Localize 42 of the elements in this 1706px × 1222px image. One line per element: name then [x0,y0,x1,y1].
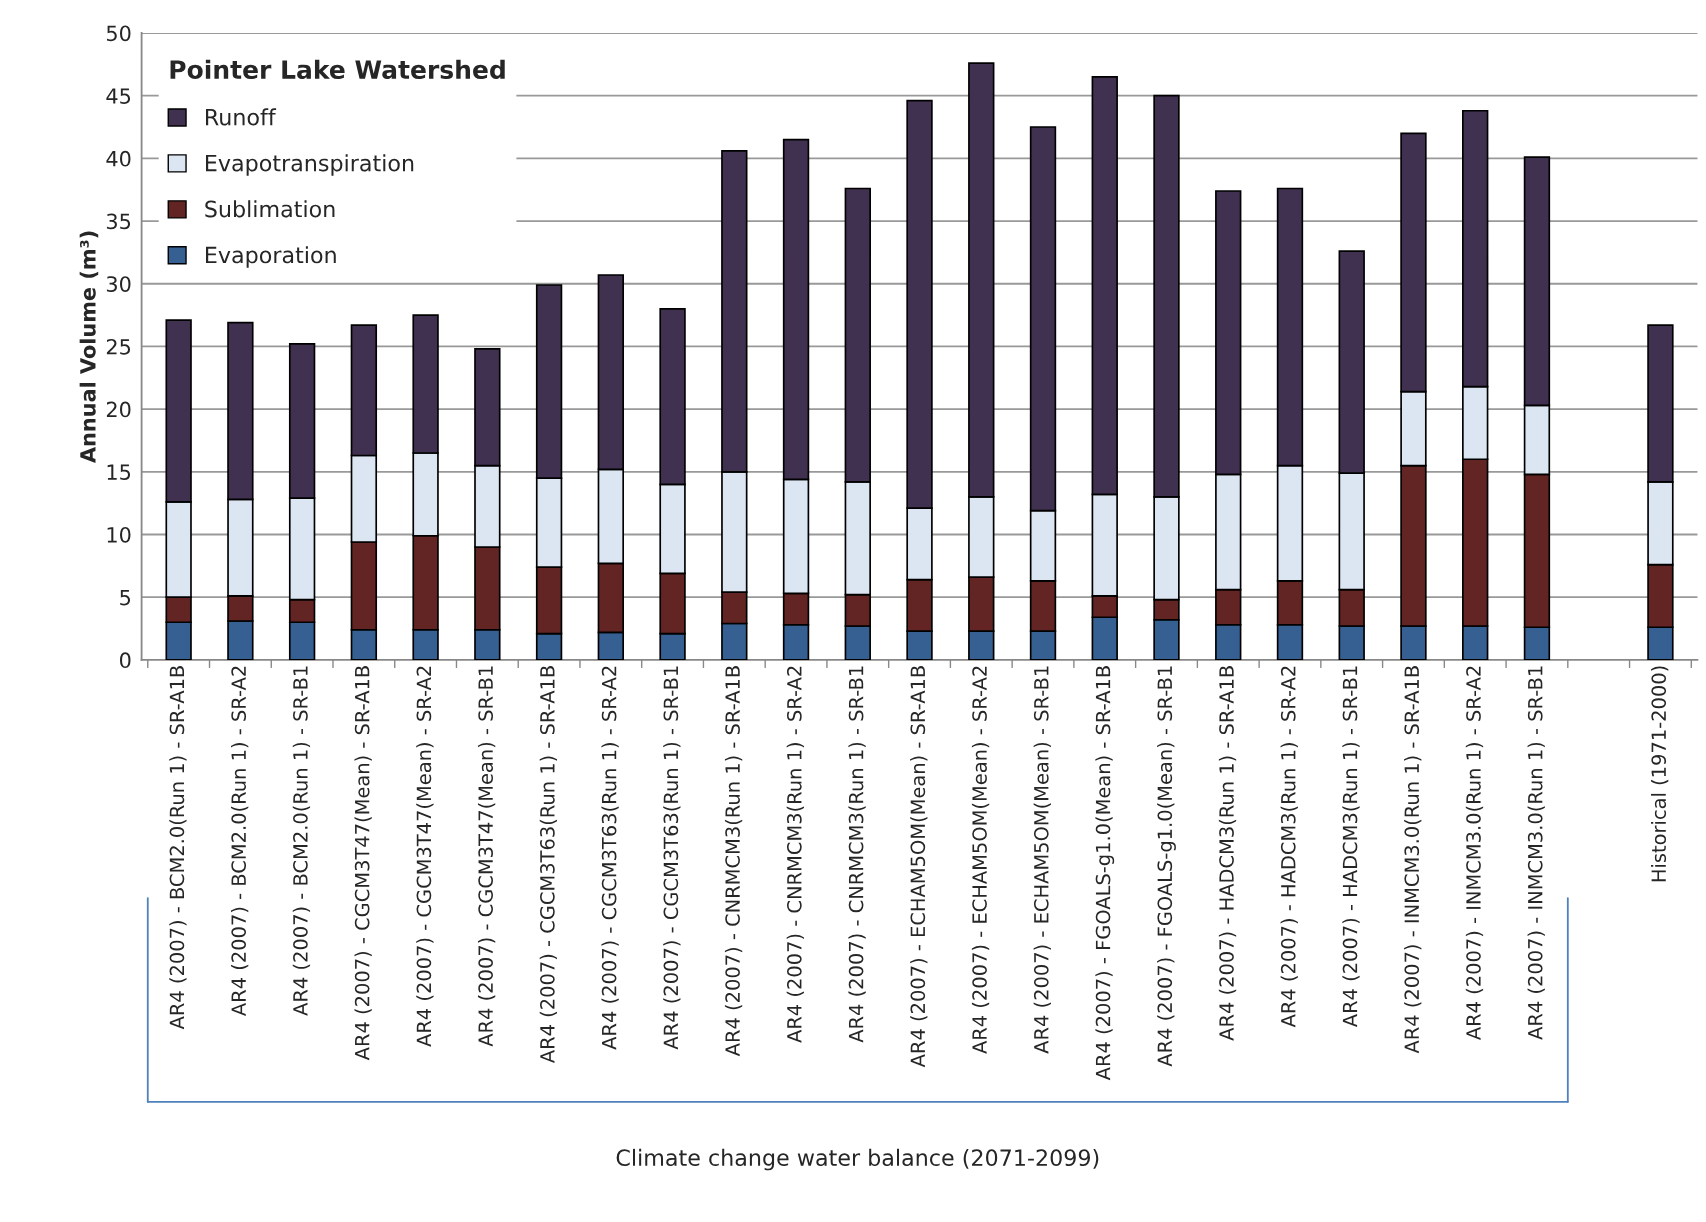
x-tick-label: AR4 (2007) - CGCM3T47(Mean) - SR-A2 [416,666,434,1047]
y-tick-label: 45 [106,88,131,104]
legend-title: Pointer Lake Watershed [170,59,505,80]
legend-label: Sublimation [205,200,335,218]
x-tick-label: AR4 (2007) - BCM2.0(Run 1) - SR-A2 [231,666,249,1016]
y-tick-label: 25 [106,338,131,355]
legend-label: Runoff [206,108,277,126]
text: Climate change water balance (2071-2099) [616,1148,1099,1171]
x-tick-label: AR4 (2007) - CGCM3T47(Mean) - SR-A1B [354,666,372,1061]
x-tick-label: AR4 (2007) - ECHAM5OM(Mean) - SR-A2 [971,666,990,1054]
x-tick-label: AR4 (2007) - CGCM3T63(Run 1) - SR-A1B [539,666,558,1064]
x-tick-label: AR4 (2007) - INMCM3.0(Run 1) - SR-B1 [1527,666,1545,1040]
legend-label: Evaporation [206,246,336,268]
x-tick-label: AR4 (2007) - CGCM3T47(Mean) - SR-B1 [477,666,496,1047]
x-tick-label: AR4 (2007) - CGCM3T63(Run 1) - SR-B1 [663,666,681,1050]
x-tick-label: AR4 (2007) - ECHAM5OM(Mean) - SR-B1 [1033,666,1051,1054]
x-tick-label: AR4 (2007) - BCM2.0(Run 1) - SR-B1 [292,666,311,1016]
x-tick-label: Historical (1971-2000) [1651,666,1669,882]
y-tick-label: 50 [106,25,131,42]
x-tick-label: AR4 (2007) - CNRMCM3(Run 1) - SR-A1B [724,666,743,1057]
x-tick-label: AR4 (2007) - CNRMCM3(Run 1) - SR-B1 [848,666,866,1043]
x-tick-label: AR4 (2007) - HADCM3(Run 1) - SR-A2 [1280,666,1298,1028]
y-axis-title: Annual Volume (m³) [79,231,99,463]
x-tick-label: AR4 (2007) - FGOALS-g1.0(Mean) - SR-A1B [1095,666,1115,1081]
x-tick-label: AR4 (2007) - HADCM3(Run 1) - SR-B1 [1342,666,1360,1028]
x-tick-label: AR4 (2007) - HADCM3(Run 1) - SR-A1B [1218,666,1237,1041]
y-tick-label: 30 [106,276,131,292]
x-tick-label: AR4 (2007) - CNRMCM3(Run 1) - SR-A2 [786,666,804,1043]
x-tick-label: AR4 (2007) - FGOALS-g1.0(Mean) - SR-B1 [1157,666,1176,1067]
x-tick-label: AR4 (2007) - INMCM3.0(Run 1) - SR-A2 [1465,666,1484,1041]
x-tick-label: AR4 (2007) - BCM2.0(Run 1) - SR-A1B [169,666,187,1030]
y-tick-label: 35 [106,213,131,230]
y-tick-label: 40 [106,150,131,167]
x-tick-label: AR4 (2007) - INMCM3.0(Run 1) - SR-A1B [1404,666,1422,1054]
y-tick-label: 10 [107,526,131,543]
y-tick-label: 15 [107,464,131,481]
x-tick-label: AR4 (2007) - ECHAM5OM(Mean) - SR-A1B [910,666,928,1068]
legend-label: Evapotranspiration [206,154,414,176]
x-tick-label: AR4 (2007) - CGCM3T63(Run 1) - SR-A2 [601,666,619,1050]
y-tick-label: 5 [120,589,131,606]
y-tick-label: 20 [106,401,131,418]
y-tick-label: 0 [119,652,131,669]
